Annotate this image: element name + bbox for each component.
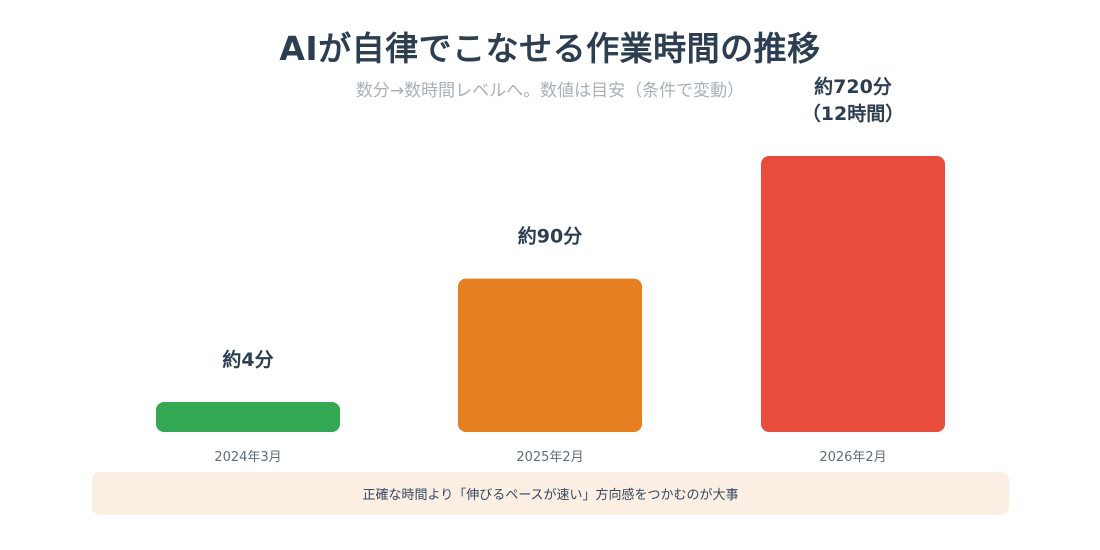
- x-tick-label-3: 2026年2月: [819, 450, 886, 465]
- data-label-3-line-2: （12時間）: [802, 102, 904, 125]
- x-tick-label-2: 2025年2月: [516, 450, 583, 465]
- bar-3: [761, 156, 945, 432]
- bar-2: [458, 278, 642, 432]
- data-label-1: 約4分: [222, 348, 273, 371]
- x-tick-label-1: 2024年3月: [214, 450, 281, 465]
- chart-title: AIが自律でこなせる作業時間の推移: [279, 29, 821, 68]
- bar-1: [156, 402, 340, 432]
- data-label-2: 約90分: [518, 225, 582, 248]
- footnote-text: 正確な時間より「伸びるペースが速い」方向感をつかむのが大事: [362, 488, 739, 503]
- footnote-banner: 正確な時間より「伸びるペースが速い」方向感をつかむのが大事: [92, 472, 1009, 515]
- chart-subtitle: 数分→数時間レベルへ。数値は目安（条件で変動）: [355, 81, 745, 101]
- data-label-3-line-1: 約720分: [814, 75, 892, 98]
